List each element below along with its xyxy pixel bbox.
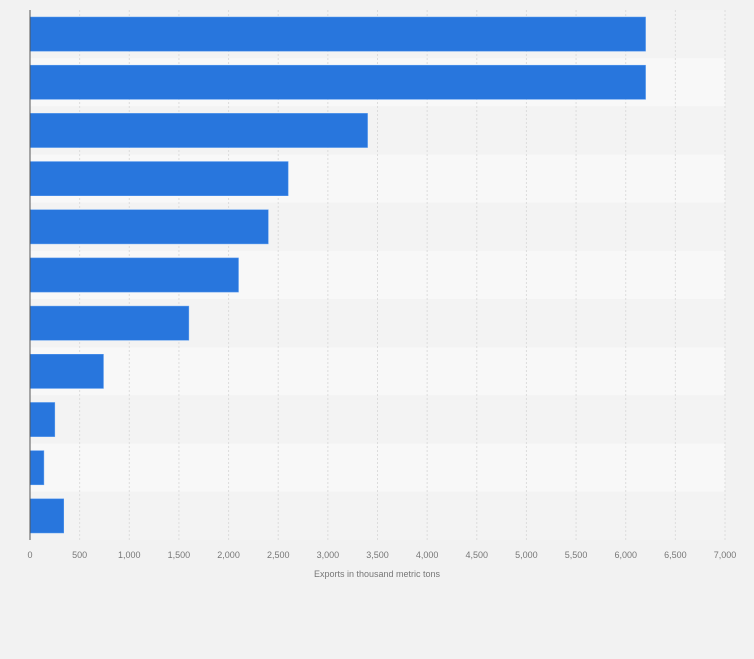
x-tick-label: 4,000 (416, 550, 439, 560)
bar (29, 354, 104, 389)
x-tick-label: 5,500 (565, 550, 588, 560)
x-tick-label: 6,000 (614, 550, 637, 560)
bar (29, 16, 646, 52)
bar (29, 161, 289, 196)
x-tick-label: 0 (27, 550, 32, 560)
x-tick-label: 500 (72, 550, 87, 560)
bar (29, 209, 269, 245)
x-axis-label: Exports in thousand metric tons (314, 569, 441, 579)
x-tick-label: 1,000 (118, 550, 141, 560)
bar (29, 498, 65, 534)
bar (29, 402, 56, 437)
x-tick-label: 4,500 (466, 550, 489, 560)
x-tick-label: 7,000 (714, 550, 737, 560)
x-tick-label: 2,000 (217, 550, 240, 560)
x-tick-label: 6,500 (664, 550, 687, 560)
bar (29, 450, 45, 486)
bar (29, 257, 239, 293)
x-tick-label: 5,000 (515, 550, 538, 560)
bar (29, 305, 190, 341)
x-tick-label: 3,000 (317, 550, 340, 560)
bar (29, 113, 368, 148)
x-tick-label: 3,500 (366, 550, 389, 560)
bar (29, 64, 646, 100)
x-tick-label: 1,500 (168, 550, 191, 560)
x-tick-label: 2,500 (267, 550, 290, 560)
